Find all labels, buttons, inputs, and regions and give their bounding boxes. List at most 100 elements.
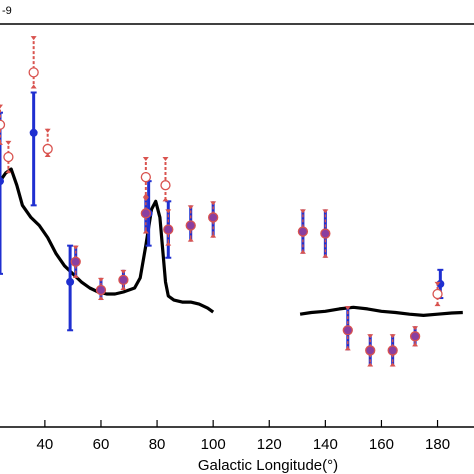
filled-data-point [29,91,38,207]
marker [0,119,6,130]
hybrid-data-point [365,334,376,367]
hybrid-data-point [342,306,353,351]
error-cap [389,334,396,339]
error-cap [187,205,194,210]
hybrid-data-point [409,326,421,347]
error-cap [44,128,51,133]
error-cap [210,233,217,238]
error-cap [72,245,79,250]
open-data-point [28,36,39,89]
marker [28,67,39,78]
marker [42,143,53,155]
hybrid-data-point [185,205,196,242]
x-ticks-layer: 40 60 80 100 120 140 160 180 [37,420,450,453]
marker [66,277,75,286]
hybrid-data-point [140,197,151,234]
error-cap [142,156,149,161]
marker [118,274,129,286]
x-tick-label: 140 [313,436,338,453]
error-cap [434,281,441,286]
marker [29,128,38,137]
error-cap [165,241,172,246]
marker [70,256,81,267]
filled-data-point [0,111,4,275]
error-cap [30,84,37,89]
marker [365,345,376,356]
open-data-point [0,104,6,145]
filled-data-point [66,244,75,332]
x-tick-label: 180 [425,436,450,453]
marker [185,220,196,231]
marker [208,212,219,223]
hybrid-data-point [320,209,331,258]
hybrid-data-point [297,209,309,254]
error-cap [142,229,149,234]
error-cap [165,209,172,214]
error-cap [0,140,3,145]
marker [0,177,4,186]
model-line-layer [0,167,463,317]
data-points-layer [0,36,445,367]
error-cap [412,326,419,331]
hybrid-data-point [118,269,129,290]
error-cap [120,285,127,290]
hybrid-data-point [95,277,107,301]
marker [387,345,398,356]
error-cap [344,306,351,311]
hybrid-data-point [387,334,398,367]
error-cap [412,342,419,347]
open-data-point [432,281,443,307]
error-cap [97,296,104,301]
marker [160,180,171,191]
error-cap [322,253,329,258]
marker [95,284,107,296]
hybrid-data-point [70,245,81,278]
error-cap [97,277,104,282]
x-tick-label: 80 [149,436,166,453]
x-tick-label: 40 [37,436,54,453]
error-cap [162,156,169,161]
error-cap [44,152,51,157]
marker [297,226,309,237]
error-cap [389,362,396,367]
marker [320,228,331,239]
open-data-point [160,156,171,202]
marker [140,171,151,183]
error-cap [5,169,12,174]
error-cap [72,273,79,278]
open-data-point [140,156,151,198]
error-cap [142,193,149,198]
marker [432,288,443,300]
marker [163,224,174,235]
exponent-label: -9 [2,5,12,17]
error-cap [120,269,127,274]
hybrid-data-point [163,209,174,246]
error-cap [162,197,169,202]
marker [3,151,14,163]
x-tick-label: 120 [257,436,282,453]
model-line [0,167,215,314]
marker [409,331,421,342]
x-tick-label: 100 [201,436,226,453]
error-cap [142,197,149,202]
open-data-point [3,140,14,174]
open-data-point [42,128,53,157]
x-tick-label: 60 [93,436,110,453]
error-cap [367,362,374,367]
error-cap [299,209,306,214]
error-cap [187,237,194,242]
x-axis-title: Galactic Longitude(°) [198,457,338,474]
error-cap [322,209,329,214]
model-line [299,305,463,317]
marker [342,325,353,336]
error-cap [5,140,12,145]
error-cap [30,36,37,41]
error-cap [0,104,3,109]
error-cap [434,302,441,307]
error-cap [210,201,217,206]
error-cap [344,346,351,351]
marker [140,208,151,219]
hybrid-data-point [208,201,219,238]
x-tick-label: 160 [369,436,394,453]
